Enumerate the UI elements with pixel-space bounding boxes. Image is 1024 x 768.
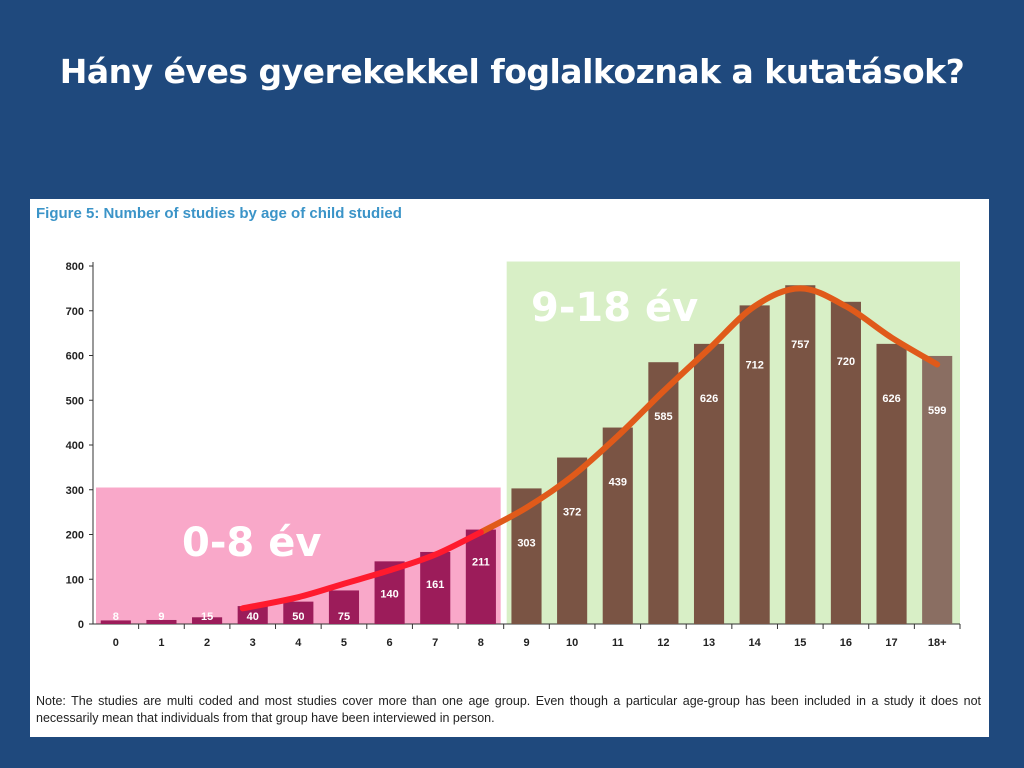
bar <box>283 601 314 624</box>
bar <box>648 362 679 624</box>
bar-value-label: 372 <box>563 507 581 519</box>
y-tick-label: 100 <box>66 574 84 586</box>
y-tick-label: 200 <box>66 530 84 542</box>
bar-value-label: 211 <box>472 557 490 569</box>
bar-value-label: 9 <box>158 611 164 623</box>
bar-value-label: 757 <box>791 339 809 351</box>
bar-value-label: 140 <box>380 588 398 600</box>
bar-value-label: 439 <box>609 477 627 489</box>
trend-line-old <box>477 285 941 536</box>
x-tick-label: 12 <box>657 637 669 649</box>
bar-value-label: 50 <box>292 611 304 623</box>
y-tick-label: 500 <box>66 395 84 407</box>
x-tick-label: 11 <box>612 637 624 649</box>
bar <box>465 529 496 624</box>
x-tick-label: 18+ <box>928 637 947 649</box>
group-label-old: 9-18 év <box>531 285 698 331</box>
bar <box>192 617 223 624</box>
x-tick-label: 1 <box>158 637 164 649</box>
bar-value-label: 626 <box>882 393 900 405</box>
x-tick-label: 0 <box>113 637 119 649</box>
figure-title: Figure 5: Number of studies by age of ch… <box>36 205 402 222</box>
bar <box>420 551 451 624</box>
bar <box>830 301 861 624</box>
bar-value-label: 161 <box>426 579 444 591</box>
y-tick-label: 600 <box>66 351 84 363</box>
x-tick-label: 16 <box>840 637 852 649</box>
x-tick-label: 14 <box>749 637 762 649</box>
y-tick-label: 300 <box>66 485 84 497</box>
bar <box>739 305 770 624</box>
bar <box>693 343 725 624</box>
bar-value-label: 720 <box>837 356 855 368</box>
x-tick-label: 9 <box>523 637 529 649</box>
bar <box>100 620 131 624</box>
group-label-young: 0-8 év <box>182 520 321 566</box>
x-tick-label: 7 <box>432 637 438 649</box>
y-tick-label: 400 <box>66 440 84 452</box>
bar <box>922 355 953 624</box>
bar <box>785 285 816 624</box>
x-tick-label: 4 <box>295 637 302 649</box>
x-tick-label: 2 <box>204 637 210 649</box>
x-tick-label: 6 <box>387 637 393 649</box>
bar-value-label: 303 <box>517 537 535 549</box>
trend-line-young <box>239 529 484 612</box>
bar-value-label: 8 <box>113 611 119 623</box>
slide-title: Hány éves gyerekekkel foglalkoznak a kut… <box>59 52 965 91</box>
bar <box>328 590 360 624</box>
x-tick-label: 17 <box>885 637 897 649</box>
x-tick-label: 15 <box>794 637 806 649</box>
bar-value-label: 75 <box>338 611 350 623</box>
bar-value-label: 599 <box>928 405 946 417</box>
bar <box>876 343 907 624</box>
bar <box>602 427 633 624</box>
figure-note: Note: The studies are multi coded and mo… <box>36 694 981 725</box>
bar-value-label: 40 <box>247 611 259 623</box>
figure-panel: Figure 5: Number of studies by age of ch… <box>30 199 989 737</box>
bar-value-label: 626 <box>700 393 718 405</box>
x-tick-label: 5 <box>341 637 347 649</box>
bar <box>146 619 177 624</box>
bar-value-label: 15 <box>201 611 213 623</box>
y-tick-label: 800 <box>66 261 84 273</box>
y-tick-label: 700 <box>66 306 84 318</box>
x-tick-label: 10 <box>566 637 578 649</box>
x-tick-label: 8 <box>478 637 484 649</box>
bar-value-label: 712 <box>745 359 763 371</box>
y-tick-label: 0 <box>78 619 84 631</box>
x-tick-label: 13 <box>703 637 715 649</box>
x-tick-label: 3 <box>250 637 256 649</box>
bar-value-label: 585 <box>654 411 672 423</box>
